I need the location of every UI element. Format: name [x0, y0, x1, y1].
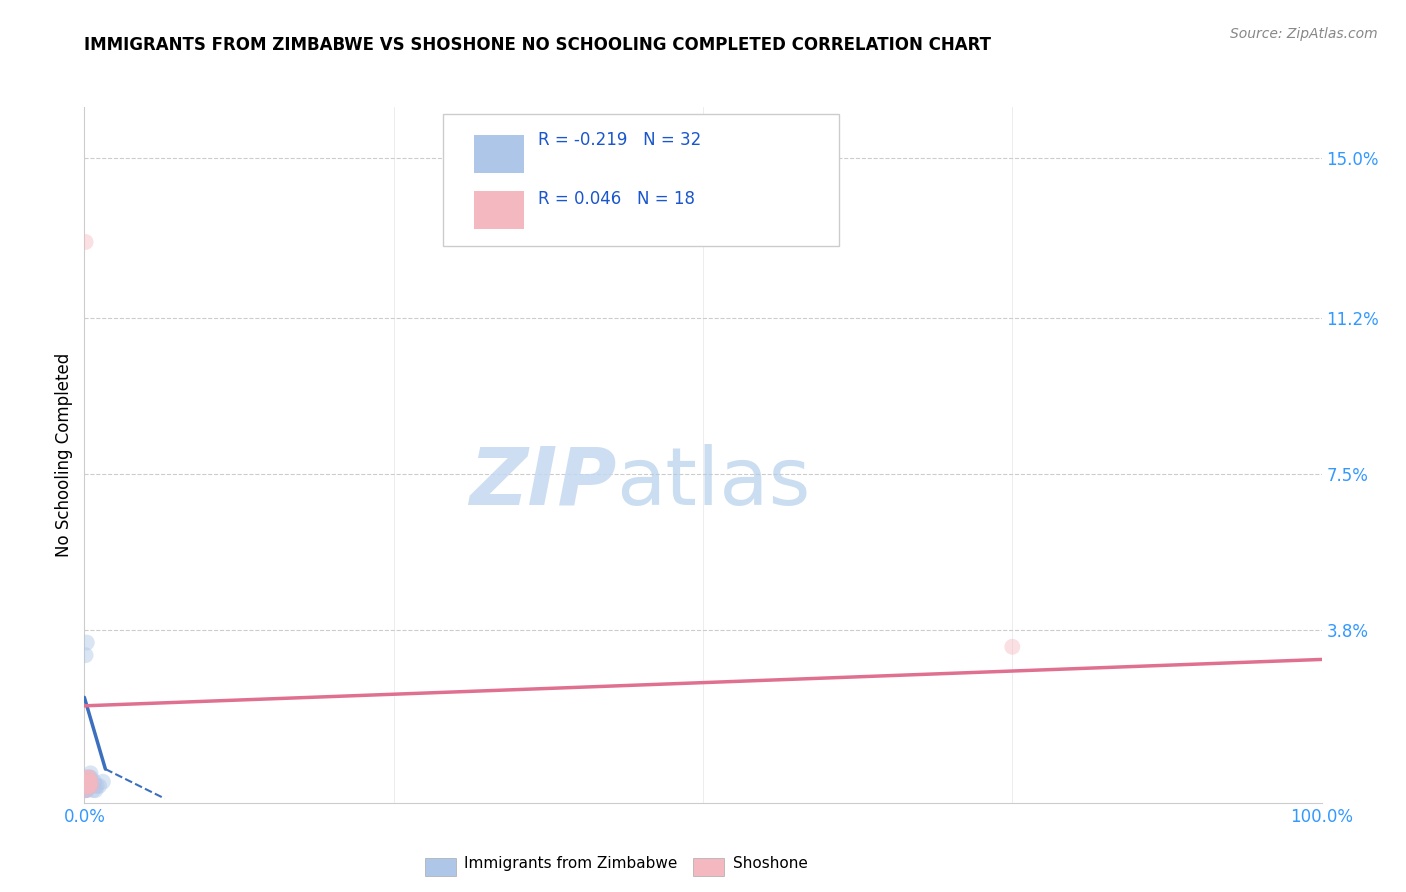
Point	[75, 783, 97, 797]
Text: Immigrants from Zimbabwe: Immigrants from Zimbabwe	[464, 856, 678, 871]
Point	[79, 774, 101, 789]
Point	[77, 779, 100, 793]
Text: ZIP: ZIP	[470, 443, 616, 522]
Point	[76, 783, 98, 797]
Point	[76, 779, 98, 793]
Point	[76, 779, 98, 793]
Text: Shoshone: Shoshone	[733, 856, 807, 871]
Point	[79, 779, 101, 793]
Point	[75, 774, 97, 789]
Point	[86, 779, 108, 793]
Point	[77, 774, 100, 789]
Point	[79, 771, 101, 785]
Point	[75, 774, 97, 789]
Point	[83, 774, 105, 789]
Point	[89, 779, 111, 793]
FancyBboxPatch shape	[443, 114, 839, 246]
Point	[77, 779, 100, 793]
Point	[79, 771, 101, 785]
Point	[75, 783, 97, 797]
Point	[75, 779, 97, 793]
Text: Source: ZipAtlas.com: Source: ZipAtlas.com	[1230, 27, 1378, 41]
Point	[79, 774, 101, 789]
Point	[76, 779, 98, 793]
Point	[75, 783, 97, 797]
Point	[75, 648, 97, 663]
Point	[75, 774, 97, 789]
Point	[75, 779, 97, 793]
Point	[76, 635, 98, 649]
Point	[79, 774, 101, 789]
Point	[77, 779, 100, 793]
Point	[84, 783, 107, 797]
Point	[77, 771, 100, 785]
Point	[79, 771, 101, 785]
Point	[75, 771, 97, 785]
Point	[75, 774, 97, 789]
Point	[75, 235, 97, 249]
Text: atlas: atlas	[616, 443, 811, 522]
Point	[77, 774, 100, 789]
Point	[77, 774, 100, 789]
Point	[79, 766, 101, 780]
Point	[76, 771, 98, 785]
Point	[82, 783, 104, 797]
Point	[79, 779, 101, 793]
Text: IMMIGRANTS FROM ZIMBABWE VS SHOSHONE NO SCHOOLING COMPLETED CORRELATION CHART: IMMIGRANTS FROM ZIMBABWE VS SHOSHONE NO …	[84, 36, 991, 54]
Point	[76, 779, 98, 793]
FancyBboxPatch shape	[474, 191, 523, 229]
Text: R = -0.219   N = 32: R = -0.219 N = 32	[538, 131, 702, 150]
Y-axis label: No Schooling Completed: No Schooling Completed	[55, 353, 73, 557]
Point	[75, 783, 97, 797]
Text: R = 0.046   N = 18: R = 0.046 N = 18	[538, 190, 696, 208]
Point	[76, 779, 98, 793]
Point	[1001, 640, 1024, 654]
Point	[76, 779, 98, 793]
Point	[76, 779, 98, 793]
Point	[79, 779, 101, 793]
Point	[80, 779, 103, 793]
Point	[77, 774, 100, 789]
FancyBboxPatch shape	[474, 135, 523, 173]
Point	[91, 774, 114, 789]
Point	[80, 779, 103, 793]
